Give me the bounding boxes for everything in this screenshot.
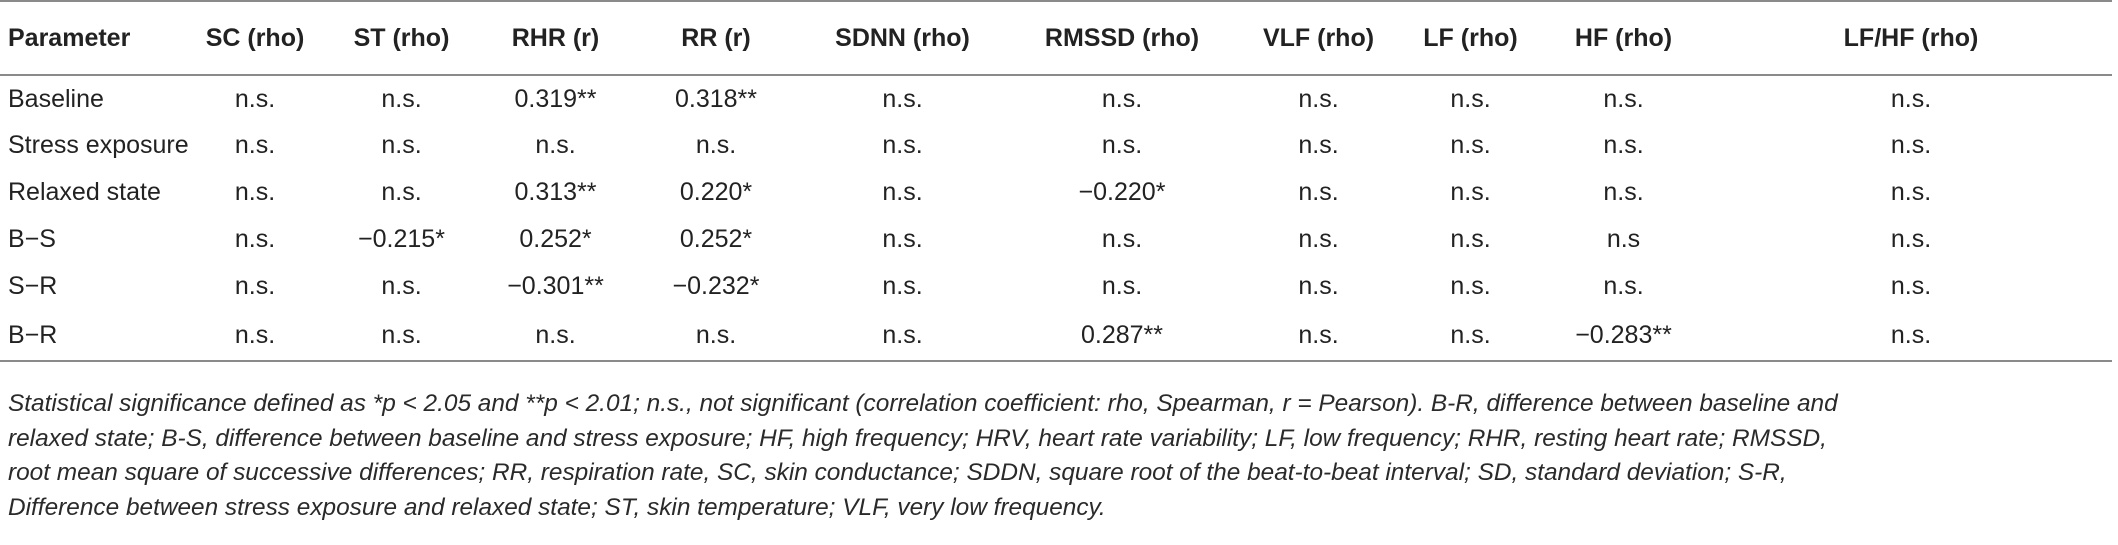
table-cell: n.s. [1890, 225, 1932, 253]
table-cell: n.s. [234, 178, 276, 206]
table-cell: n.s. [234, 272, 276, 300]
table-cell: n.s. [1101, 131, 1143, 159]
table-cell: n.s. [381, 272, 422, 300]
column-header: Parameter [0, 0, 180, 76]
table-cell: n.s. [882, 84, 923, 113]
table-cell: n.s. [1603, 178, 1644, 206]
table-cell: n.s. [882, 225, 923, 253]
table-cell: n.s. [1404, 310, 1537, 362]
table-cell: −0.215* [358, 225, 445, 253]
table-cell: n.s. [1298, 225, 1339, 253]
table-cell: n.s. [1450, 178, 1491, 206]
table-cell: 0.319** [514, 84, 597, 113]
table-body: Baseline n.s. n.s. 0.319** 0.318** n.s. n.s. n.… [0, 75, 2112, 362]
table-cell: 0.252* [679, 225, 753, 253]
column-header: RHR (r) [473, 0, 638, 76]
table-cell: −0.301** [507, 272, 604, 300]
table-row: Baseline n.s. n.s. 0.319** 0.318** n.s. n.s. n.… [0, 75, 2112, 122]
table-cell: n.s. [1603, 131, 1644, 159]
table-cell: n.s. [1233, 310, 1404, 362]
table-cell: n.s. [1890, 272, 1932, 300]
table-row: S−R n.s. n.s. −0.301** −0.232* n.s. n.s. n.s. n.… [0, 263, 2112, 310]
table-cell: n.s. [234, 131, 276, 159]
column-header: SDNN (rho) [794, 0, 1011, 76]
column-header: RMSSD (rho) [1011, 0, 1233, 76]
footnote-line: root mean square of successive differenc… [8, 459, 1787, 486]
table-cell: n.s. [1298, 272, 1339, 300]
table-cell: n.s. [882, 131, 923, 159]
column-header: LF (rho) [1404, 0, 1537, 76]
row-label: Relaxed state [8, 178, 161, 206]
row-label: B−S [8, 225, 56, 253]
table-cell: 0.318** [674, 84, 758, 113]
table-cell: n.s. [638, 310, 794, 362]
table-cell: −0.220* [1078, 178, 1166, 206]
correlation-table: Parameter SC (rho) ST (rho) RHR (r) RR (r) SD… [0, 0, 2112, 362]
table-cell: 0.252* [519, 225, 592, 253]
table-cell: n.s. [1450, 131, 1491, 159]
column-header: HF (rho) [1537, 0, 1710, 76]
footnote-line: relaxed state; B-S, difference between b… [8, 424, 1827, 452]
table-cell: n.s [1606, 225, 1641, 253]
footnote-line: Difference between stress exposure and r… [8, 493, 1106, 521]
table-cell: n.s. [330, 310, 473, 362]
column-header: ST (rho) [330, 0, 473, 76]
table-cell: n.s. [1450, 84, 1491, 113]
column-header: LF/HF (rho) [1710, 0, 2112, 76]
table-footnote: Statistical significance defined as *p <… [8, 387, 2108, 525]
table-cell: n.s. [1890, 84, 1932, 113]
table-cell: n.s. [234, 225, 276, 253]
table-cell: n.s. [1603, 272, 1644, 300]
table-cell: n.s. [1101, 225, 1143, 253]
table-cell: n.s. [1890, 131, 1932, 159]
row-label: Stress exposure [8, 131, 189, 159]
table-cell: n.s. [695, 131, 737, 159]
row-label: S−R [8, 272, 58, 300]
table-row: Relaxed state n.s. n.s. 0.313** 0.220* n.s. −0… [0, 169, 2112, 216]
table-cell: n.s. [882, 178, 923, 206]
table-cell: n.s. [381, 178, 422, 206]
table-header-row: Parameter SC (rho) ST (rho) RHR (r) RR (r) SD… [0, 0, 2112, 76]
table-cell: n.s. [1450, 225, 1491, 253]
table-cell: n.s. [180, 310, 330, 362]
table-cell: n.s. [1890, 178, 1932, 206]
table-cell: n.s. [381, 131, 422, 159]
table-cell: 0.287** [1011, 310, 1233, 362]
table-cell: −0.283** [1537, 310, 1710, 362]
table-cell: n.s. [381, 84, 422, 113]
table-row: Stress exposure n.s. n.s. n.s. n.s. n.s. n.s. n… [0, 122, 2112, 169]
table-cell: −0.232* [672, 272, 760, 300]
table-cell: n.s. [535, 131, 576, 159]
row-label: Baseline [8, 84, 104, 113]
table-cell: n.s. [794, 310, 1011, 362]
table-cell: n.s. [882, 272, 923, 300]
column-header: SC (rho) [180, 0, 330, 76]
table-cell: n.s. [1298, 131, 1339, 159]
row-label: B−R [0, 310, 180, 362]
footnote-line: Statistical significance defined as *p <… [8, 390, 1838, 417]
table-cell: n.s. [1298, 178, 1339, 206]
column-header: RR (r) [638, 0, 794, 76]
table-cell: n.s. [1101, 84, 1143, 113]
table-cell: 0.220* [679, 178, 753, 206]
table-cell: n.s. [1298, 84, 1339, 113]
table-cell: n.s. [1710, 310, 2112, 362]
table-cell: n.s. [234, 84, 276, 113]
table-row: B−R n.s. n.s. n.s. n.s. n.s. 0.287** n.s. n.s. −0… [0, 310, 2112, 362]
table-cell: n.s. [473, 310, 638, 362]
table-cell: 0.313** [514, 178, 597, 206]
table-row: B−S n.s. −0.215* 0.252* 0.252* n.s. n.s. n.s. n.… [0, 216, 2112, 263]
table-cell: n.s. [1101, 272, 1143, 300]
column-header: VLF (rho) [1233, 0, 1404, 76]
table-cell: n.s. [1450, 272, 1491, 300]
results-table-container: Parameter SC (rho) ST (rho) RHR (r) RR (r) SD… [0, 0, 2112, 521]
table-cell: n.s. [1603, 84, 1644, 113]
